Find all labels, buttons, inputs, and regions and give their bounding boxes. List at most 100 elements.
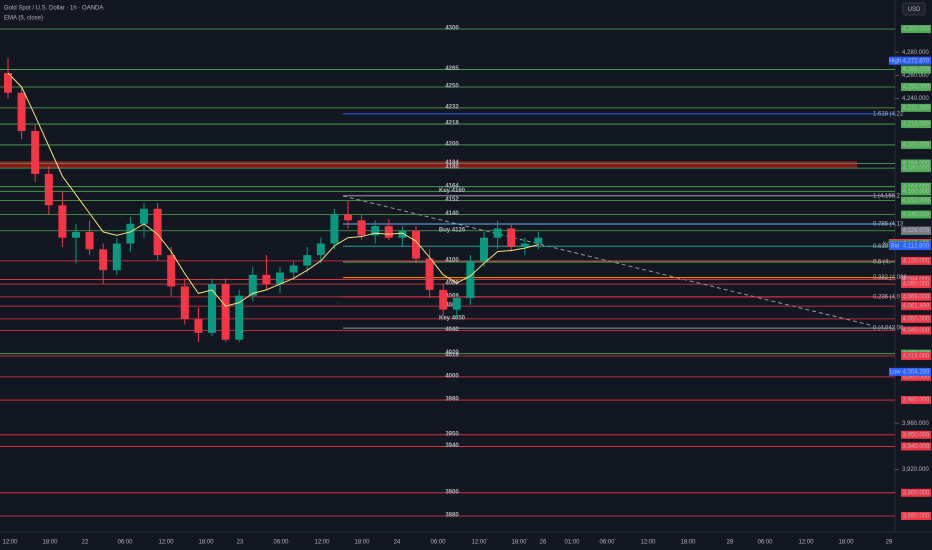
- price-tag: [901, 367, 931, 376]
- level-axis-label: 4,100.000: [903, 258, 930, 264]
- x-tick-label: 18:00: [838, 540, 854, 546]
- level-label: 4000: [445, 373, 459, 379]
- level-axis-label: 3,900.000: [903, 490, 930, 496]
- price-tag-name-box: [889, 367, 901, 376]
- price-tag-name-box: [889, 242, 901, 251]
- level-tag: [901, 182, 931, 191]
- chart-title: Gold Spot / U.S. Dollar · 1h · OANDA: [4, 6, 103, 12]
- candle-body: [303, 255, 312, 266]
- level-axis-label: 4,050.000: [903, 316, 930, 322]
- candle-body: [480, 237, 488, 261]
- fib-label: 0.618 (4,1: [873, 244, 901, 250]
- candle-body: [493, 228, 502, 238]
- x-tick-label: 18:00: [680, 540, 696, 546]
- level-label: 3900: [445, 489, 459, 495]
- currency[interactable]: USD: [908, 7, 921, 13]
- level-axis-label: 3,880.000: [903, 514, 930, 520]
- candle-body: [371, 226, 380, 236]
- level-tag: [901, 314, 931, 323]
- level-label: 3950: [445, 431, 459, 437]
- candle-body: [439, 289, 448, 310]
- level-label: 4232: [445, 104, 459, 110]
- price-tag-label: 4,272.670: [903, 58, 930, 64]
- x-tick-label: 18:00: [42, 540, 58, 546]
- candle-body: [72, 231, 80, 238]
- y-tick-label: 4,280.000: [902, 50, 929, 56]
- candle-body: [235, 295, 244, 340]
- x-tick-label: 24: [394, 540, 401, 546]
- candle-body: [452, 298, 461, 310]
- candle-body: [248, 274, 257, 296]
- level-label: Key 4050: [439, 315, 466, 321]
- candle-body: [4, 73, 12, 93]
- candle-body: [520, 243, 529, 247]
- level-label: 4152: [445, 197, 459, 203]
- level-label: 4180: [445, 165, 459, 171]
- level-tag: [901, 256, 931, 265]
- candle-body: [330, 214, 339, 244]
- fib-label: 1 (4,156.2: [873, 193, 901, 199]
- x-tick-label: 22: [82, 540, 89, 546]
- candle-body: [44, 173, 53, 206]
- candle-body: [85, 231, 94, 250]
- candle-body: [466, 260, 475, 299]
- x-tick-label: 28: [727, 540, 734, 546]
- level-label: 4300: [445, 26, 459, 32]
- level-label: 4061: [445, 303, 459, 309]
- level-tag: [901, 292, 931, 301]
- candle-body: [112, 243, 121, 271]
- y-tick-label: 3,960.000: [902, 421, 929, 427]
- price-tag-label: 4,004.280: [903, 369, 930, 375]
- level-tag: [901, 140, 931, 149]
- level-label: 4265: [445, 66, 459, 72]
- x-tick-label: 26: [540, 540, 547, 546]
- level-axis-label: 4,080.000: [903, 282, 930, 288]
- fib-label: 0.382 (4,086: [873, 275, 907, 281]
- ema-line: [7, 72, 539, 307]
- level-label: 4184: [445, 160, 459, 166]
- level-axis-label: 4,232.000: [903, 105, 930, 111]
- level-tag: [901, 430, 931, 439]
- level-axis-label: 4,200.000: [903, 143, 930, 149]
- zone: [0, 161, 857, 168]
- level-tag: [901, 103, 931, 112]
- x-tick-label: 18:00: [354, 540, 370, 546]
- fib-label: 0 (4,042.00: [873, 326, 904, 332]
- level-tag: [901, 120, 931, 129]
- level-axis-label: 4,018.000: [903, 354, 930, 360]
- currency-box[interactable]: [902, 2, 926, 16]
- candle-body: [221, 284, 230, 340]
- candle-body: [17, 92, 26, 132]
- level-tag: [901, 164, 931, 173]
- level-axis-label: 4,140.000: [903, 212, 930, 218]
- candle-body: [425, 258, 434, 290]
- x-tick-label: 12:00: [471, 540, 487, 546]
- level-tag: [901, 396, 931, 405]
- level-label: 4020: [445, 350, 459, 356]
- level-axis-label: 4,069.000: [903, 294, 930, 300]
- y-tick-label: 4,240.000: [902, 96, 929, 102]
- level-axis-label: 4,184.000: [903, 161, 930, 167]
- candle-body: [153, 208, 162, 256]
- y-tick-label: 4,260.000: [902, 73, 929, 79]
- level-axis-label: 4,061.490: [903, 304, 930, 310]
- price-tag: [901, 242, 931, 251]
- y-tick-label: 3,920.000: [902, 467, 929, 473]
- price-tag-name: High: [889, 58, 901, 64]
- level-label: 3980: [445, 397, 459, 403]
- level-axis-label: 3,950.000: [903, 432, 930, 438]
- x-tick-label: 12:00: [314, 540, 330, 546]
- level-label: 4080: [445, 281, 459, 287]
- x-tick-label: 06:00: [273, 540, 289, 546]
- candle-body: [126, 223, 135, 244]
- level-tag: [901, 25, 931, 33]
- level-label: 4018: [445, 353, 459, 359]
- x-tick-label: 06:00: [117, 540, 133, 546]
- candle-body: [344, 214, 352, 221]
- price-tag-name: Bid: [891, 244, 900, 250]
- level-tag: [901, 442, 931, 451]
- level-axis-label: 4,180.000: [903, 166, 930, 172]
- x-tick-label: 06:00: [430, 540, 446, 546]
